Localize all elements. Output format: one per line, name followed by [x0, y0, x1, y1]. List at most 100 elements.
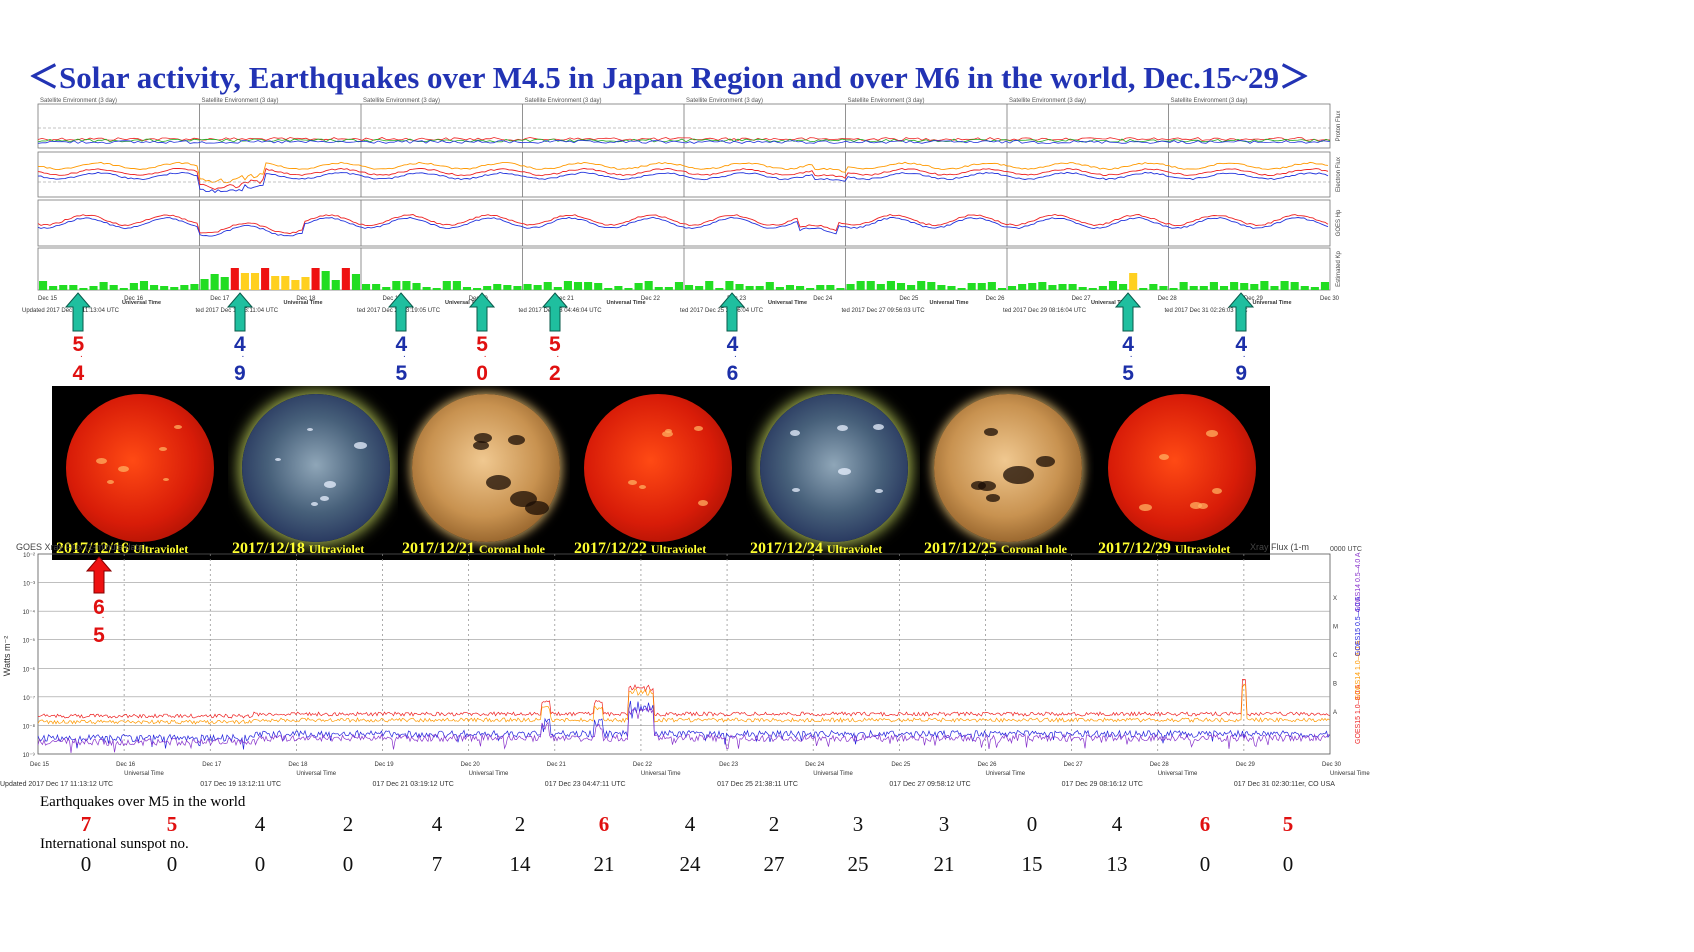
- kp-bar: [1240, 283, 1249, 290]
- quake-arrow-shape: [1115, 292, 1142, 332]
- kp-bar: [1199, 286, 1208, 290]
- sun-feature: [354, 442, 367, 449]
- sun-feature: [639, 485, 646, 489]
- sat-xaxis-label: Universal Time: [1252, 300, 1291, 306]
- quake-magnitude-frac: 0: [476, 362, 488, 385]
- xray-day-label: Dec 18: [288, 762, 308, 768]
- quake-count-cell: 5: [166, 812, 178, 836]
- xray-legend-entry: GOES14 0.5–4.0 A: [1355, 552, 1362, 612]
- kp-bar: [685, 285, 694, 290]
- sun-image-date: 2017/12/29: [1098, 540, 1171, 557]
- kp-bar: [896, 283, 906, 290]
- sun-feature: [311, 502, 318, 506]
- electron-flux-line: [37, 161, 1329, 184]
- sunspot-number-cell: 0: [254, 852, 266, 876]
- sun-image: 2017/12/24 Ultraviolet: [746, 386, 922, 560]
- xray-legend-entry: GOES14 1.0–8.0 A: [1355, 640, 1362, 700]
- kp-bar: [947, 286, 956, 290]
- sun-image-date: 2017/12/16: [56, 540, 129, 557]
- xray-xaxis-label: Universal Time: [985, 771, 1025, 777]
- world-quake-decimal-point: .: [101, 610, 105, 621]
- kp-bar: [937, 285, 946, 290]
- xray-updated-label: 017 Dec 21 03:19:12 UTC: [373, 781, 454, 788]
- quake-row-label: Earthquakes over M5 in the world: [40, 794, 246, 810]
- quake-magnitude-frac: 6: [726, 362, 739, 385]
- sunspot-number-cell: 0: [342, 852, 354, 876]
- quake-count-cell: 6: [598, 812, 610, 836]
- kp-bar: [1230, 282, 1239, 290]
- xray-ytick: 10⁻⁴: [23, 609, 36, 616]
- quake-count-cell: 6: [1199, 812, 1211, 836]
- quake-magnitude-int: 4: [1122, 333, 1134, 356]
- sun-image-date: 2017/12/24: [750, 540, 823, 557]
- sat-side-label: GOES Hp: [1336, 209, 1342, 236]
- kp-bar: [1209, 282, 1218, 290]
- sun-feature: [1139, 504, 1152, 511]
- quake-arrow-up: [719, 292, 746, 332]
- quake-count-cell: 4: [1111, 812, 1123, 836]
- kp-bar: [917, 281, 926, 290]
- sat-day-label: Dec 24: [813, 296, 833, 302]
- xray-xaxis-label: Universal Time: [641, 771, 681, 777]
- sun-image: 2017/12/25 Coronal hole: [920, 386, 1096, 560]
- kp-bar: [806, 288, 815, 290]
- electron-flux-line: [37, 167, 1329, 190]
- sun-image-caption: 2017/12/22 Ultraviolet: [574, 540, 706, 558]
- kp-bar: [1179, 282, 1188, 290]
- sun-feature: [324, 481, 336, 488]
- sun-feature: [1190, 502, 1202, 509]
- kp-bar: [614, 286, 623, 290]
- kp-bar: [523, 284, 532, 290]
- kp-bar: [1028, 283, 1037, 290]
- world-quake-arrow-shape: [86, 556, 112, 594]
- xray-legend-entry: GOES15 1.0–8.0 A: [1355, 684, 1362, 744]
- kp-bar: [281, 276, 290, 290]
- kp-bar: [351, 274, 360, 290]
- quake-arrow-up: [1115, 292, 1142, 332]
- xray-ytick: 10⁻³: [23, 582, 35, 588]
- world-quake-magnitude-int: 6: [93, 596, 105, 619]
- kp-bar: [1139, 288, 1148, 290]
- world-quake-arrow-up: [86, 556, 112, 594]
- xray-day-label: Dec 25: [891, 762, 911, 768]
- sat-day-label: Dec 17: [210, 296, 230, 302]
- sat-updated-label: ted 2017 Dec 31 02:26:03 UTC: [1165, 308, 1249, 314]
- xray-day-label: Dec 16: [116, 762, 136, 768]
- kp-bar: [372, 284, 381, 290]
- sun-feature: [159, 447, 167, 451]
- kp-bar: [664, 287, 673, 290]
- kp-bar: [1189, 286, 1198, 290]
- kp-bar: [1320, 282, 1329, 290]
- sun-image-kind: Ultraviolet: [308, 542, 365, 556]
- sat-day-label: Dec 21: [555, 296, 575, 302]
- kp-bar: [1290, 282, 1299, 290]
- sun-image-caption: 2017/12/25 Coronal hole: [924, 540, 1067, 558]
- sat-day-label: Dec 29: [1244, 296, 1264, 302]
- kp-bar: [957, 288, 966, 290]
- kp-bar: [997, 288, 1006, 290]
- xray-updated-label: 017 Dec 31 02:30:11er, CO USA: [1234, 781, 1335, 788]
- sun-disc: [584, 394, 732, 542]
- kp-bar: [150, 285, 159, 290]
- kp-bar: [180, 285, 189, 290]
- sat-xaxis-label: Universal Time: [929, 300, 968, 306]
- xray-series-line: [37, 700, 1330, 750]
- quake-decimal-point: .: [1242, 349, 1246, 360]
- xray-xaxis-label: Universal Time: [296, 771, 336, 777]
- xray-ytick: 10⁻⁸: [23, 723, 36, 730]
- xray-class-label: B: [1333, 682, 1337, 688]
- kp-bar: [584, 282, 593, 290]
- kp-bar: [573, 282, 583, 290]
- xray-updated-label: 017 Dec 25 21:38:11 UTC: [717, 781, 798, 788]
- sun-image-date: 2017/12/21: [402, 540, 475, 557]
- quake-arrow-shape: [719, 292, 746, 332]
- quake-count-cell: 4: [684, 812, 696, 836]
- sat-xaxis-label: Universal Time: [122, 300, 161, 306]
- quake-magnitude-frac: 4: [72, 362, 85, 385]
- sun-image-date: 2017/12/22: [574, 540, 647, 557]
- quake-magnitude-int: 4: [726, 333, 739, 356]
- sunspot-number-cell: 0: [1199, 852, 1211, 876]
- kp-bar: [483, 286, 492, 290]
- sat-day-label: Dec 26: [985, 296, 1005, 302]
- quake-decimal-point: .: [734, 349, 737, 360]
